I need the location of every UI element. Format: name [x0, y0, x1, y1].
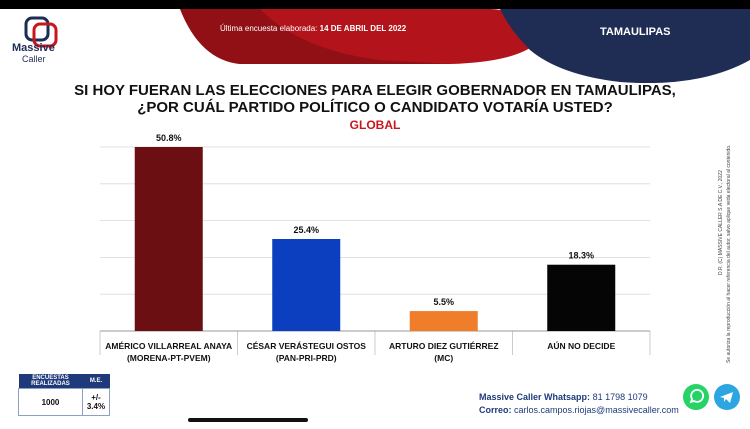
category-label: (MORENA-PT-PVEM)	[127, 353, 211, 363]
brand-name: Massive	[12, 42, 55, 54]
bar	[547, 264, 616, 331]
brand-subname: Caller	[22, 54, 46, 64]
category-label: CÉSAR VERÁSTEGUI OSTOS	[247, 341, 367, 351]
category-label: (PAN-PRI-PRD)	[276, 353, 337, 363]
massive-caller-logo-icon	[24, 16, 58, 48]
sample-table: ENCUESTAS REALIZADAS M.E. 1000 +/- 3.4%	[18, 374, 111, 416]
home-indicator	[188, 418, 308, 422]
data-label: 18.3%	[568, 251, 594, 261]
category-label: AÚN NO DECIDE	[547, 340, 615, 351]
survey-date-value: 14 DE ABRIL DEL 2022	[319, 24, 407, 33]
data-label: 25.4%	[293, 225, 319, 235]
data-label: 50.8%	[156, 133, 182, 143]
sample-header-margin: M.E.	[82, 374, 110, 389]
email-contact: Correo: carlos.campos.riojas@massivecall…	[479, 405, 679, 415]
region-label: TAMAULIPAS	[600, 26, 671, 38]
bar	[134, 147, 203, 331]
window-top-bar	[0, 0, 750, 9]
telegram-icon[interactable]	[713, 383, 741, 411]
question-title-line-2: ¿POR CUÁL PARTIDO POLÍTICO O CANDIDATO V…	[137, 99, 613, 116]
category-label: ARTURO DIEZ GUTIÉRREZ	[389, 341, 499, 351]
sample-header-surveys: ENCUESTAS REALIZADAS	[18, 374, 83, 389]
whatsapp-icon[interactable]	[682, 383, 710, 411]
header-band	[180, 9, 750, 84]
survey-date-label: Última encuesta elaborada:	[220, 24, 318, 33]
question-title-line-1: SI HOY FUERAN LAS ELECCIONES PARA ELEGIR…	[74, 82, 676, 99]
whatsapp-label: Massive Caller Whatsapp:	[479, 392, 591, 402]
sample-margin-value: +/- 3.4%	[81, 388, 111, 416]
legal-note: D.R. (C) MASSIVE CALLER S.A DE C.V., 202…	[706, 95, 734, 365]
sample-surveys-value: 1000	[18, 388, 83, 416]
whatsapp-contact: Massive Caller Whatsapp: 81 1798 1079	[479, 392, 648, 402]
category-label: (MC)	[434, 353, 453, 363]
survey-date-line: Última encuesta elaborada: 14 DE ABRIL D…	[220, 24, 406, 33]
whatsapp-number[interactable]: 81 1798 1079	[592, 392, 648, 402]
bar	[409, 311, 478, 331]
bar	[272, 239, 341, 331]
question-subtitle: GLOBAL	[349, 118, 401, 132]
category-label: AMÉRICO VILLARREAL ANAYA	[105, 341, 232, 351]
email-label: Correo:	[479, 405, 512, 415]
legal-note-line-2: Se autoriza la reproducción al hacer ref…	[726, 144, 732, 363]
legal-note-line-1: D.R. (C) MASSIVE CALLER S.A DE C.V., 202…	[718, 170, 724, 275]
email-address[interactable]: carlos.campos.riojas@massivecaller.com	[514, 405, 679, 415]
data-label: 5.5%	[433, 297, 454, 307]
